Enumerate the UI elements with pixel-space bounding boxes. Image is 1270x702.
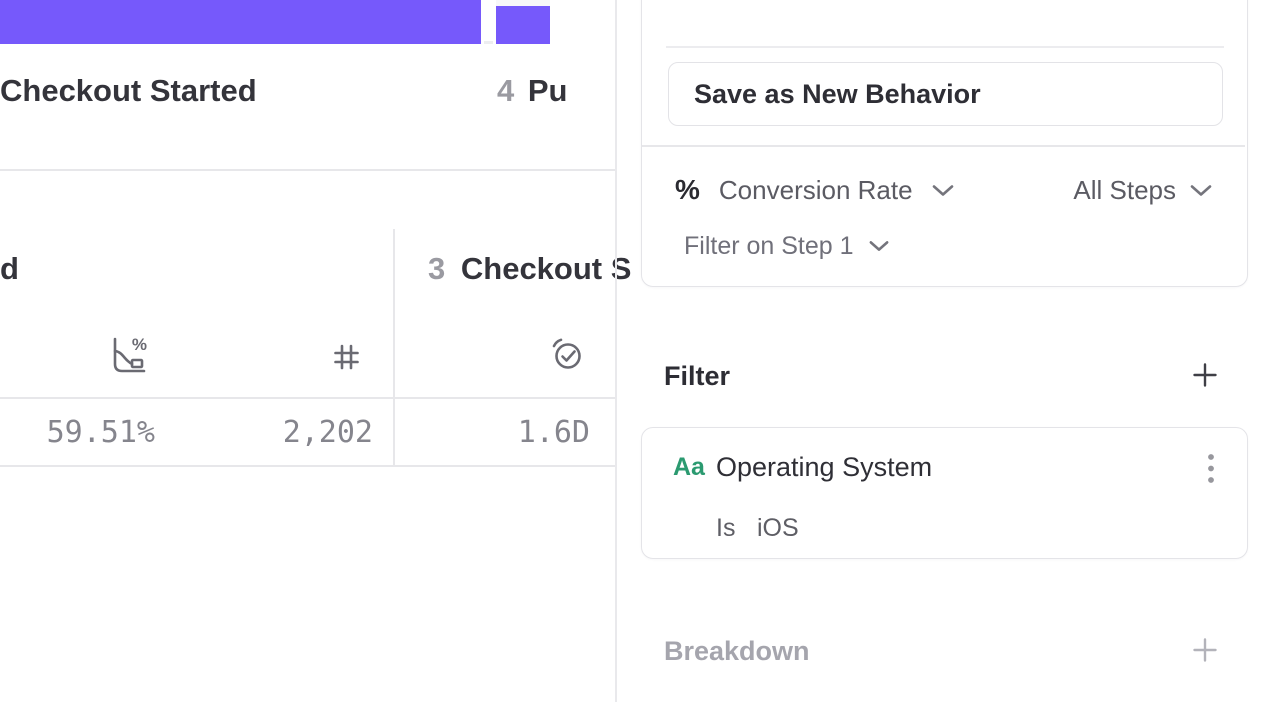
save-as-new-behavior-button[interactable]: Save as New Behavior xyxy=(668,62,1223,126)
table-col2-number: 3 xyxy=(428,251,446,286)
chevron-down-icon xyxy=(869,241,888,251)
chevron-down-icon xyxy=(932,184,953,196)
count-icon xyxy=(330,341,362,378)
filter-operator[interactable]: Is xyxy=(716,514,736,542)
filter-on-step-label: Filter on Step 1 xyxy=(684,232,854,260)
breakdown-section-title: Breakdown xyxy=(664,636,810,666)
conversion-rate-icon: % xyxy=(107,335,149,382)
count-value: 2,202 xyxy=(282,415,373,450)
table-col1-title-text: d xyxy=(0,251,19,286)
table-row-bottom-border xyxy=(0,465,615,467)
percent-icon: % xyxy=(675,174,700,205)
filter-card[interactable] xyxy=(641,427,1248,559)
chevron-down-icon xyxy=(1190,184,1212,196)
table-col1-title-fragment: d xyxy=(0,252,19,286)
steps-scope-label: All Steps xyxy=(1073,175,1176,205)
filter-value[interactable]: iOS xyxy=(757,514,799,542)
panel-divider xyxy=(615,0,617,702)
filter-options-button[interactable] xyxy=(1203,452,1219,486)
query-config-card xyxy=(641,0,1248,287)
kebab-menu-icon xyxy=(1208,454,1214,483)
filter-section-title: Filter xyxy=(664,361,731,391)
time-to-convert-value: 1.6D xyxy=(517,415,590,450)
metric-selector-label: Conversion Rate xyxy=(718,175,913,205)
add-filter-button[interactable] xyxy=(1192,362,1218,388)
steps-scope-selector[interactable]: All Steps xyxy=(1073,173,1212,207)
plus-icon xyxy=(1193,638,1217,662)
conversion-rate-value: 59.51% xyxy=(46,415,155,450)
add-breakdown-button[interactable] xyxy=(1192,637,1218,663)
card-inner-rule xyxy=(666,46,1224,48)
step1-title-label: Checkout Started xyxy=(0,73,257,108)
step4-title: 4 Pu xyxy=(497,74,568,108)
table-row-top-border xyxy=(0,397,615,399)
table-col2-title[interactable]: 3 Checkout S xyxy=(428,252,631,286)
step4-title-label: Pu xyxy=(527,73,568,108)
funnel-bar-step1[interactable] xyxy=(0,0,481,44)
funnel-bar-gap-sliver xyxy=(484,41,493,44)
funnel-bar-step4[interactable] xyxy=(496,6,550,44)
chart-table-divider xyxy=(0,169,615,171)
step1-title: Checkout Started xyxy=(0,74,257,108)
text-property-type-icon: Aa xyxy=(673,453,705,481)
card-section-divider xyxy=(642,145,1245,147)
svg-text:%: % xyxy=(132,335,147,354)
table-col2-title-text: Checkout S xyxy=(460,251,632,286)
filter-property-name[interactable]: Operating System xyxy=(716,452,933,482)
filter-on-step-selector[interactable]: Filter on Step 1 xyxy=(684,230,889,262)
table-column-divider xyxy=(393,229,395,466)
step4-number: 4 xyxy=(497,73,515,108)
metric-selector[interactable]: % Conversion Rate xyxy=(675,173,954,207)
plus-icon xyxy=(1193,363,1217,387)
time-to-convert-icon xyxy=(548,335,586,378)
